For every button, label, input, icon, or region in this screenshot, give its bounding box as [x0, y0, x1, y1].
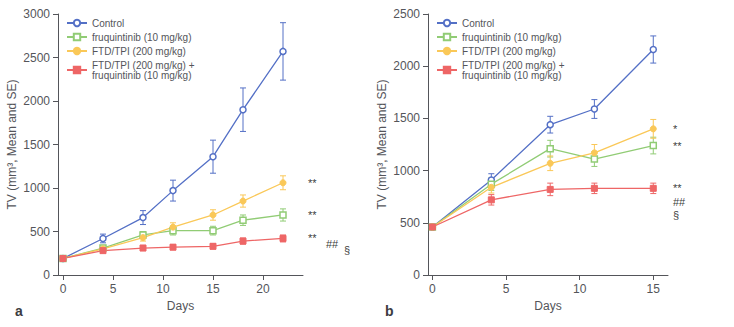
svg-text:Days: Days — [167, 299, 194, 313]
svg-text:10: 10 — [156, 282, 170, 296]
svg-text:1000: 1000 — [393, 164, 420, 178]
svg-text:##: ## — [326, 238, 339, 250]
svg-text:§: § — [344, 244, 350, 256]
svg-text:Control: Control — [92, 18, 124, 29]
svg-text:§: § — [673, 209, 679, 221]
svg-text:fruquintinib (10 mg/kg): fruquintinib (10 mg/kg) — [92, 32, 192, 43]
svg-text:2500: 2500 — [393, 7, 420, 21]
svg-text:2000: 2000 — [393, 59, 420, 73]
svg-text:a: a — [15, 303, 23, 319]
svg-text:1500: 1500 — [23, 138, 50, 152]
svg-text:0: 0 — [43, 268, 50, 282]
svg-text:fruquintinib (10 mg/kg): fruquintinib (10 mg/kg) — [92, 70, 192, 81]
svg-text:**: ** — [673, 140, 682, 152]
svg-text:Days: Days — [534, 299, 561, 313]
svg-text:5: 5 — [503, 282, 510, 296]
svg-text:TV (mm³, Mean and SE): TV (mm³, Mean and SE) — [5, 79, 19, 209]
svg-text:*: * — [673, 123, 678, 135]
svg-text:fruquintinib (10 mg/kg): fruquintinib (10 mg/kg) — [462, 32, 562, 43]
svg-text:Control: Control — [462, 18, 494, 29]
svg-text:b: b — [385, 303, 394, 319]
svg-text:FTD/TPI (200 mg/kg) +: FTD/TPI (200 mg/kg) + — [92, 59, 195, 71]
svg-text:0: 0 — [60, 282, 67, 296]
svg-text:20: 20 — [256, 282, 270, 296]
svg-text:**: ** — [308, 177, 317, 189]
svg-text:15: 15 — [206, 282, 220, 296]
svg-text:FTD/TPI (200 mg/kg): FTD/TPI (200 mg/kg) — [462, 46, 556, 57]
svg-text:TV (mm³, Mean and SE): TV (mm³, Mean and SE) — [375, 79, 389, 209]
svg-text:2000: 2000 — [23, 94, 50, 108]
svg-text:FTD/TPI (200 mg/kg) +: FTD/TPI (200 mg/kg) + — [462, 59, 565, 71]
svg-text:1000: 1000 — [23, 181, 50, 195]
svg-text:0: 0 — [413, 268, 420, 282]
svg-text:**: ** — [673, 182, 682, 194]
svg-text:0: 0 — [429, 282, 436, 296]
svg-text:fruquintinib (10 mg/kg): fruquintinib (10 mg/kg) — [462, 70, 562, 81]
svg-text:##: ## — [673, 196, 686, 208]
svg-text:15: 15 — [647, 282, 661, 296]
svg-text:5: 5 — [110, 282, 117, 296]
svg-text:500: 500 — [400, 216, 420, 230]
svg-text:**: ** — [308, 232, 317, 244]
svg-text:500: 500 — [30, 225, 50, 239]
svg-text:10: 10 — [573, 282, 587, 296]
svg-text:**: ** — [308, 209, 317, 221]
svg-text:3000: 3000 — [23, 7, 50, 21]
svg-text:1500: 1500 — [393, 111, 420, 125]
svg-text:2500: 2500 — [23, 51, 50, 65]
svg-text:FTD/TPI (200 mg/kg): FTD/TPI (200 mg/kg) — [92, 46, 186, 57]
